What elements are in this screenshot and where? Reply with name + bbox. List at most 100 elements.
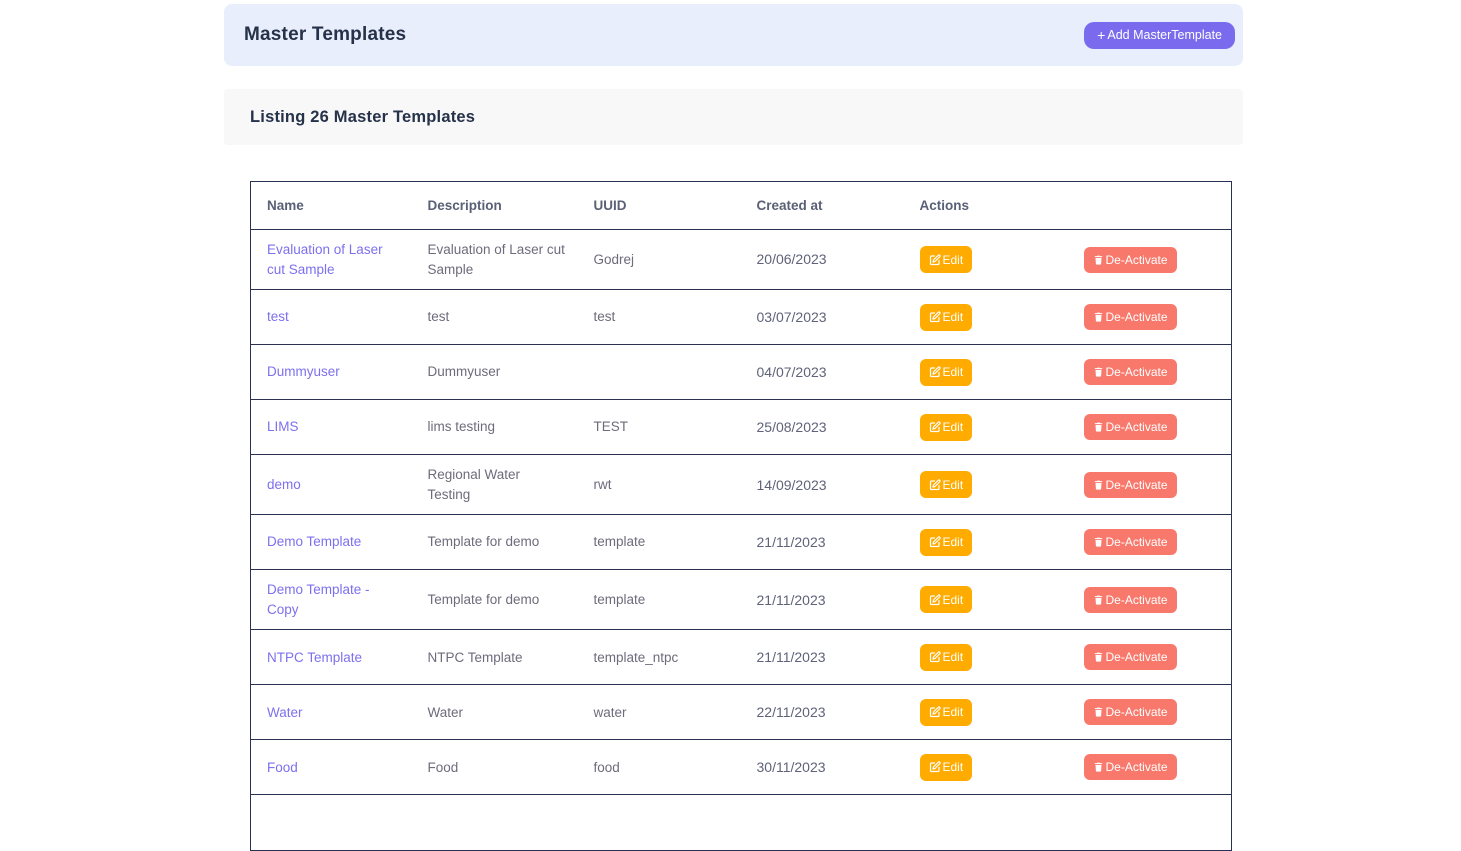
template-created-at-cell: 22/11/2023	[740, 684, 904, 741]
deactivate-button[interactable]: De-Activate	[1083, 699, 1177, 726]
deactivate-button-label: De-Activate	[1105, 252, 1168, 267]
template-name-cell: demo	[250, 454, 412, 516]
edit-button-label: Edit	[942, 650, 964, 665]
edit-pencil-icon	[929, 421, 941, 433]
template-uuid-cell	[577, 344, 741, 401]
template-name-link[interactable]: Food	[267, 759, 298, 775]
edit-button-label: Edit	[942, 365, 964, 380]
template-name-link[interactable]: LIMS	[267, 419, 299, 435]
column-header-uuid: UUID	[577, 181, 741, 230]
deactivate-button[interactable]: De-Activate	[1083, 246, 1177, 273]
template-deactivate-cell: De-Activate	[1067, 399, 1232, 456]
template-edit-cell: Edit	[903, 514, 1068, 571]
trash-icon	[1093, 479, 1104, 491]
deactivate-button-label: De-Activate	[1105, 420, 1168, 435]
edit-button[interactable]: Edit	[919, 303, 973, 331]
edit-button[interactable]: Edit	[919, 753, 973, 781]
column-header-description: Description	[411, 181, 578, 230]
column-header-name: Name	[250, 181, 412, 230]
trash-icon	[1093, 761, 1104, 773]
template-created-at-cell: 14/09/2023	[740, 454, 904, 516]
deactivate-button[interactable]: De-Activate	[1083, 529, 1177, 556]
template-description-cell: Template for demo	[411, 514, 578, 571]
edit-button-label: Edit	[942, 592, 964, 607]
page-header-band: Master Templates + Add MasterTemplate	[224, 4, 1243, 66]
column-header-actions: Actions	[903, 181, 1068, 230]
deactivate-button-label: De-Activate	[1105, 760, 1168, 775]
column-header-created-at: Created at	[740, 181, 904, 230]
edit-button-label: Edit	[942, 535, 964, 550]
template-uuid-cell: template	[577, 569, 741, 631]
trash-icon	[1093, 311, 1104, 323]
deactivate-button-label: De-Activate	[1105, 310, 1168, 325]
add-master-template-button[interactable]: + Add MasterTemplate	[1084, 21, 1235, 49]
template-name-link[interactable]: demo	[267, 476, 301, 492]
trash-icon	[1093, 421, 1104, 433]
trash-icon	[1093, 254, 1104, 266]
template-deactivate-cell: De-Activate	[1067, 739, 1232, 796]
table-row: demo Regional Water Testing rwt 14/09/20…	[250, 454, 1232, 516]
edit-pencil-icon	[929, 594, 941, 606]
deactivate-button[interactable]: De-Activate	[1083, 359, 1177, 386]
trash-icon	[1093, 594, 1104, 606]
partial-row	[250, 794, 1232, 851]
deactivate-button[interactable]: De-Activate	[1083, 471, 1177, 498]
edit-button-label: Edit	[942, 705, 964, 720]
edit-button[interactable]: Edit	[919, 413, 973, 441]
trash-icon	[1093, 706, 1104, 718]
deactivate-button-label: De-Activate	[1105, 705, 1168, 720]
template-description-cell: Dummyuser	[411, 344, 578, 401]
deactivate-button-label: De-Activate	[1105, 535, 1168, 550]
table-header-row: Name Description UUID Created at Actions	[250, 181, 1232, 230]
deactivate-button-label: De-Activate	[1105, 477, 1168, 492]
master-templates-table-wrap: Name Description UUID Created at Actions…	[250, 181, 1232, 851]
template-name-cell: LIMS	[250, 399, 412, 456]
template-name-link[interactable]: test	[267, 309, 289, 325]
template-uuid-cell: test	[577, 289, 741, 346]
deactivate-button[interactable]: De-Activate	[1083, 754, 1177, 781]
master-templates-table: Name Description UUID Created at Actions…	[250, 181, 1232, 851]
template-name-link[interactable]: Demo Template	[267, 534, 362, 550]
template-name-link[interactable]: Water	[267, 704, 303, 720]
deactivate-button[interactable]: De-Activate	[1083, 304, 1177, 331]
template-name-link[interactable]: NTPC Template	[267, 649, 363, 665]
template-created-at-cell: 25/08/2023	[740, 399, 904, 456]
template-deactivate-cell: De-Activate	[1067, 514, 1232, 571]
template-name-cell: Dummyuser	[250, 344, 412, 401]
listing-count-text: Listing 26 Master Templates	[250, 107, 476, 126]
table-row: NTPC Template NTPC Template template_ntp…	[250, 629, 1232, 686]
template-name-link[interactable]: Demo Template - Copy	[267, 582, 370, 617]
edit-button[interactable]: Edit	[919, 698, 973, 726]
trash-icon	[1093, 366, 1104, 378]
template-uuid-cell: rwt	[577, 454, 741, 516]
edit-pencil-icon	[929, 253, 941, 266]
template-name-link[interactable]: Dummyuser	[267, 364, 340, 380]
deactivate-button[interactable]: De-Activate	[1083, 586, 1177, 613]
edit-button[interactable]: Edit	[919, 246, 973, 274]
template-name-link[interactable]: Evaluation of Laser cut Sample	[267, 242, 383, 277]
edit-button-label: Edit	[942, 420, 964, 435]
edit-button-label: Edit	[942, 477, 964, 492]
template-name-cell: Demo Template - Copy	[250, 569, 412, 631]
template-created-at-cell: 21/11/2023	[740, 569, 904, 631]
edit-button[interactable]: Edit	[919, 471, 973, 499]
edit-pencil-icon	[929, 366, 941, 378]
table-row: Dummyuser Dummyuser 04/07/2023 Edit	[250, 344, 1232, 401]
deactivate-button[interactable]: De-Activate	[1083, 644, 1177, 671]
template-deactivate-cell: De-Activate	[1067, 454, 1232, 516]
template-name-cell: Water	[250, 684, 412, 741]
edit-pencil-icon	[929, 479, 941, 491]
template-uuid-cell: food	[577, 739, 741, 796]
edit-button[interactable]: Edit	[919, 358, 973, 386]
template-edit-cell: Edit	[903, 454, 1068, 516]
template-uuid-cell: template	[577, 514, 741, 571]
template-uuid-cell: TEST	[577, 399, 741, 456]
table-row: Demo Template Template for demo template…	[250, 514, 1232, 571]
listing-summary-band: Listing 26 Master Templates	[224, 89, 1243, 145]
deactivate-button[interactable]: De-Activate	[1083, 414, 1177, 441]
edit-button[interactable]: Edit	[919, 643, 973, 671]
edit-button[interactable]: Edit	[919, 586, 973, 614]
edit-button[interactable]: Edit	[919, 528, 973, 556]
template-name-cell: Food	[250, 739, 412, 796]
template-description-cell: test	[411, 289, 578, 346]
